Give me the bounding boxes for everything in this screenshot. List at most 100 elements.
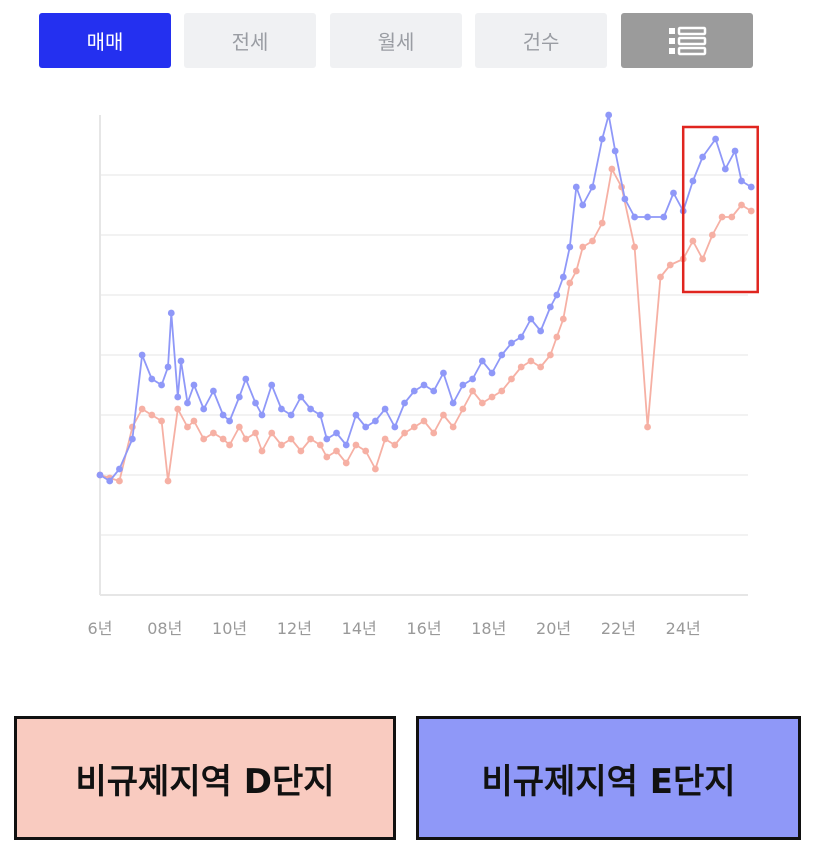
series-point-d <box>449 423 457 431</box>
series-point-e <box>449 399 457 407</box>
series-point-d <box>352 441 360 449</box>
series-point-d <box>459 405 467 413</box>
series-point-d <box>546 351 554 359</box>
series-point-d <box>200 435 208 443</box>
series-point-e <box>200 405 208 413</box>
series-point-d <box>307 435 314 443</box>
series-point-e <box>316 411 324 419</box>
tab-monthly-rent[interactable]: 월세 <box>330 13 462 68</box>
series-point-e <box>517 333 525 341</box>
series-point-e <box>362 423 370 431</box>
series-point-e <box>644 213 651 221</box>
tab-transaction-count[interactable]: 건수 <box>475 13 607 68</box>
series-point-e <box>546 303 554 311</box>
series-point-d <box>440 411 447 419</box>
series-point-d <box>362 447 370 455</box>
series-point-e <box>559 273 567 281</box>
series-point-d <box>323 453 331 461</box>
series-point-e <box>401 399 408 407</box>
tab-jeonse[interactable]: 전세 <box>184 13 316 68</box>
series-point-e <box>158 381 165 389</box>
series-point-e <box>459 381 467 389</box>
series-point-e <box>440 369 447 377</box>
series-point-e <box>712 135 719 143</box>
series-point-d <box>391 441 399 449</box>
tab-sale[interactable]: 매매 <box>39 13 171 68</box>
series-point-e <box>116 465 123 473</box>
series-point-d <box>190 417 198 425</box>
series-point-d <box>708 231 716 239</box>
price-trend-chart: 6년 08년 10년 12년 14년 16년 18년 20년 22년 24년 <box>88 111 759 638</box>
series-point-d <box>242 435 250 443</box>
series-point-d <box>148 411 156 419</box>
series-point-d <box>316 441 324 449</box>
series-point-d <box>689 237 697 245</box>
series-line-d <box>99 168 752 482</box>
series-point-e <box>488 369 496 377</box>
series-point-e <box>219 411 227 419</box>
series-point-e <box>611 147 619 155</box>
highlight-rect <box>681 125 759 294</box>
series-point-d <box>268 429 276 437</box>
series-point-d <box>116 477 123 485</box>
series-point-d <box>644 423 651 431</box>
series-point-e <box>190 381 198 389</box>
series-point-e <box>498 351 506 359</box>
series-point-e <box>738 177 745 185</box>
legend-d-complex: 비규제지역 D단지 <box>14 716 396 840</box>
x-tick-label: 20년 <box>536 619 571 638</box>
series-point-e <box>598 135 606 143</box>
series-point-d <box>699 255 707 263</box>
series-point-d <box>252 429 259 437</box>
series-point-d <box>333 447 340 455</box>
x-tick-label: 08년 <box>147 619 182 638</box>
list-view-button[interactable] <box>621 13 753 68</box>
series-point-e <box>508 339 515 347</box>
series-point-d <box>598 219 606 227</box>
series-point-e <box>235 393 243 401</box>
series-point-e <box>174 393 182 401</box>
x-tick-label: 24년 <box>666 619 701 638</box>
series-point-e <box>138 351 146 359</box>
series-point-d <box>164 477 172 485</box>
x-tick-label: 16년 <box>406 619 441 638</box>
series-point-e <box>566 243 574 251</box>
series-point-d <box>469 387 476 395</box>
series-point-d <box>579 243 587 251</box>
series-point-d <box>508 375 515 383</box>
series-point-e <box>164 363 172 371</box>
series-point-d <box>738 201 745 209</box>
series-point-e <box>689 177 697 185</box>
x-tick-label: 18년 <box>471 619 506 638</box>
series-point-e <box>731 147 739 155</box>
series-point-d <box>184 423 191 431</box>
series-point-d <box>478 399 486 407</box>
series-point-e <box>210 387 217 395</box>
series-point-e <box>699 153 707 161</box>
highlight-box <box>681 125 759 294</box>
series-point-d <box>381 435 389 443</box>
series-point-d <box>728 213 736 221</box>
legend-e-complex: 비규제지역 E단지 <box>416 716 801 840</box>
series-point-e <box>605 111 613 119</box>
series-point-e <box>420 381 428 389</box>
series-point-e <box>258 411 266 419</box>
chart-grid <box>100 174 748 536</box>
list-view-icon <box>669 26 707 55</box>
series-point-e <box>226 417 234 425</box>
series-point-d <box>559 315 567 323</box>
series-point-e <box>297 393 305 401</box>
series-point-e <box>579 201 587 209</box>
series-point-e <box>96 471 104 479</box>
x-tick-label: 22년 <box>601 619 636 638</box>
series-point-d <box>657 273 664 281</box>
x-axis-ticks: 6년 08년 10년 12년 14년 16년 18년 20년 22년 24년 <box>88 619 701 638</box>
series-point-e <box>721 165 729 173</box>
series-point-d <box>498 387 506 395</box>
series-point-d <box>553 333 561 341</box>
series-point-d <box>235 423 243 431</box>
series-point-e <box>478 357 486 365</box>
chart-series <box>96 111 755 485</box>
series-point-d <box>410 423 418 431</box>
series-point-d <box>566 279 574 287</box>
